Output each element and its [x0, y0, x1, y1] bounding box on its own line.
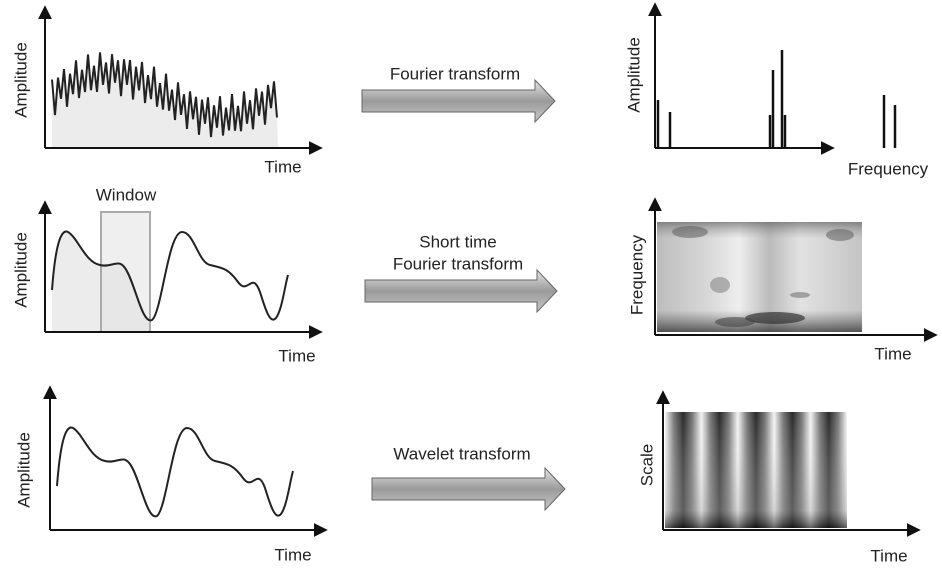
scalogram [665, 412, 847, 528]
y-axis-label: Amplitude [624, 37, 643, 113]
transform-label: Short time [419, 232, 496, 251]
transform-label: Wavelet transform [393, 444, 530, 463]
transform-label: Fourier transform [393, 254, 523, 273]
x-axis-label: Time [278, 346, 315, 365]
window-label: Window [96, 185, 157, 204]
y-axis-label: Frequency [627, 234, 646, 315]
signal [56, 426, 294, 518]
x-axis-label: Frequency [848, 159, 929, 178]
x-axis-label: Time [264, 157, 301, 176]
y-axis-label: Amplitude [11, 232, 30, 308]
x-axis-label: Time [274, 545, 311, 564]
spectrum [656, 50, 897, 148]
transform-label: Fourier transform [390, 64, 520, 83]
transform-arrow [371, 466, 566, 512]
transform-arrow [361, 78, 556, 124]
transform-arrow [364, 268, 558, 314]
y-axis-label: Amplitude [11, 42, 30, 118]
y-axis-label: Scale [637, 444, 656, 487]
y-axis-label: Amplitude [14, 432, 33, 508]
spectrogram [657, 222, 862, 332]
x-axis-label: Time [870, 546, 907, 565]
window [100, 211, 151, 333]
signal [51, 52, 278, 138]
x-axis-label: Time [874, 344, 911, 363]
